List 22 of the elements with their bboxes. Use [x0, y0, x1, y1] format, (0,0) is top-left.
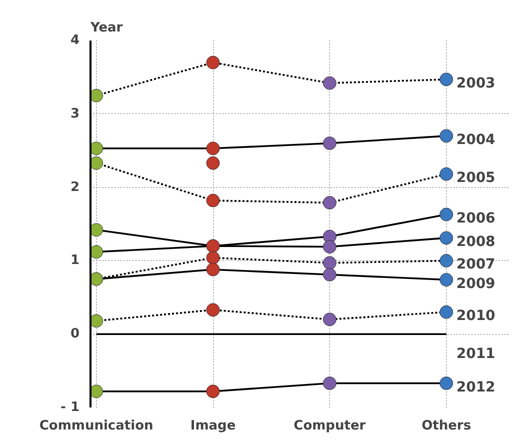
series-label: 2004 — [456, 132, 496, 148]
x-tick-label: Computer — [294, 418, 366, 434]
y-tick-label: 4 — [70, 33, 80, 48]
series-label: 2008 — [456, 234, 496, 250]
y-tick-label: 2 — [70, 180, 80, 195]
point — [206, 156, 220, 170]
series-label: 2003 — [456, 75, 496, 92]
series-label: 2005 — [456, 170, 496, 186]
series-label: 2011 — [456, 346, 496, 362]
y-tick-label: 0 — [70, 326, 80, 342]
y-tick-label: - 1 — [60, 400, 80, 415]
series-label: 2007 — [456, 256, 496, 273]
y-tick-label: 3 — [70, 106, 80, 122]
y-axis-title: Year — [90, 20, 124, 36]
series-label: 2006 — [456, 210, 496, 226]
series-label: 2009 — [456, 276, 496, 292]
series-label: 2010 — [456, 308, 496, 324]
y-tick-label: 1 — [70, 253, 80, 268]
x-tick-label: Others — [422, 418, 472, 434]
series-label: 2012 — [456, 379, 496, 396]
x-tick-label: Communication — [39, 418, 154, 434]
x-tick-label: Image — [190, 418, 236, 434]
